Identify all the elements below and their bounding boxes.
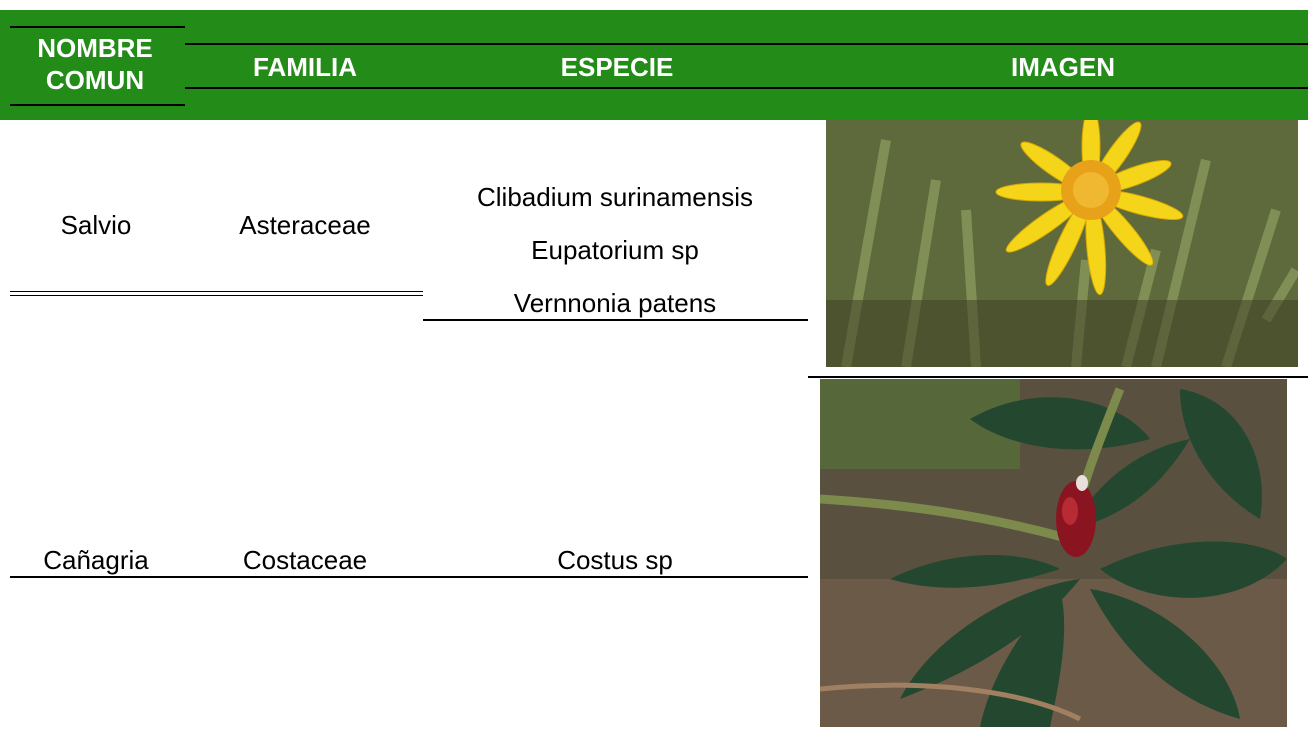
header-cell: ESPECIE	[560, 52, 674, 82]
cell: Cañagria	[43, 545, 149, 575]
rule	[10, 576, 808, 578]
rule	[808, 376, 1308, 378]
cell: Salvio	[60, 210, 132, 240]
plant-image	[820, 379, 1287, 727]
cell: Asteraceae	[239, 210, 371, 240]
rule	[10, 291, 423, 292]
cell: Vernnonia patens	[513, 288, 717, 318]
cell: Clibadium surinamensis	[477, 182, 753, 212]
rule	[185, 87, 1308, 89]
cell: Costus sp	[557, 545, 673, 575]
rule	[423, 319, 808, 321]
rule	[10, 26, 185, 28]
rule	[10, 295, 423, 296]
header-cell: FAMILIA	[253, 52, 357, 82]
cell: Costaceae	[242, 545, 368, 575]
header-cell: NOMBRE COMUN	[37, 33, 153, 95]
header-cell: IMAGEN	[1011, 52, 1115, 82]
flower-image	[826, 120, 1298, 367]
rule	[10, 104, 185, 106]
rule	[185, 43, 1308, 45]
header-bar	[0, 10, 1308, 120]
cell: Eupatorium sp	[531, 235, 699, 265]
